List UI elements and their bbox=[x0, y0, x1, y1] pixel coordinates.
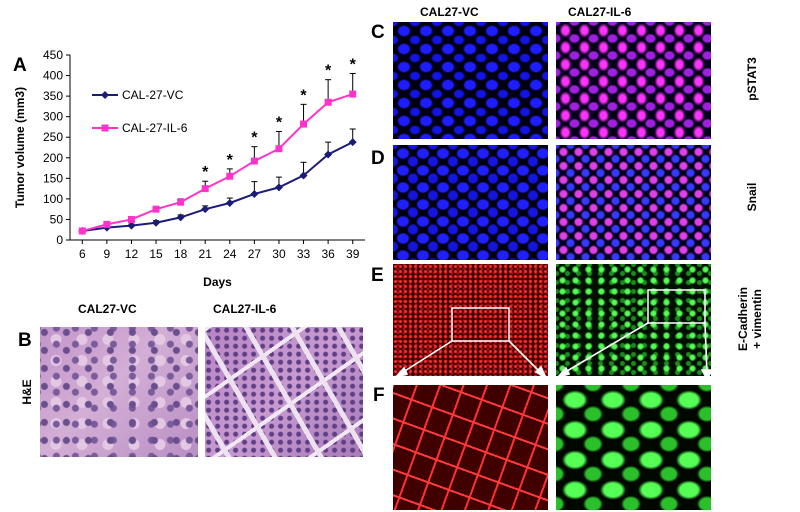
panel-a-letter: A bbox=[13, 55, 27, 76]
data-point bbox=[127, 215, 135, 223]
zoom-arrow-il6-right bbox=[704, 322, 708, 375]
y-tick-label: 300 bbox=[43, 110, 63, 124]
y-tick-label: 400 bbox=[43, 69, 63, 83]
legend-label-il6: CAL-27-IL-6 bbox=[122, 121, 188, 135]
y-axis-label: Tumor volume (mm3) bbox=[13, 87, 27, 208]
legend-label-vc: CAL-27-VC bbox=[122, 88, 184, 102]
y-tick-label: 200 bbox=[43, 151, 63, 165]
x-tick-label: 24 bbox=[223, 247, 237, 261]
vimentin-image-il6 bbox=[556, 264, 711, 376]
data-point bbox=[201, 185, 209, 193]
x-tick-label: 39 bbox=[346, 247, 360, 261]
data-point bbox=[226, 172, 234, 180]
panel-b-letter: B bbox=[18, 330, 32, 351]
data-point bbox=[299, 171, 308, 180]
data-point bbox=[177, 198, 185, 206]
data-point bbox=[152, 218, 161, 227]
cf-left-header: CAL27-VC bbox=[420, 5, 479, 19]
data-point bbox=[78, 227, 86, 235]
snail-image-il6 bbox=[556, 145, 711, 260]
data-point bbox=[324, 150, 333, 159]
he-image-il6 bbox=[205, 327, 363, 457]
panel-d-letter: D bbox=[371, 148, 385, 169]
x-tick-label: 12 bbox=[125, 247, 139, 261]
significance-star: * bbox=[202, 164, 209, 181]
he-image-vc bbox=[40, 327, 198, 457]
panel-f-letter: F bbox=[373, 385, 385, 406]
x-tick-label: 36 bbox=[321, 247, 335, 261]
ecad-zoom-image-vc bbox=[393, 385, 548, 510]
x-axis-label: Days bbox=[203, 275, 232, 289]
significance-star: * bbox=[325, 63, 332, 80]
tumor-volume-chart: 0 50 100 150 200 250 300 350 400 450 6 9 12 15 18 21 24 2… bbox=[13, 48, 365, 289]
b-left-header: CAL27-VC bbox=[78, 302, 137, 316]
zoom-arrowhead-vc-right bbox=[534, 365, 548, 381]
y-tick-label: 450 bbox=[43, 48, 63, 62]
x-tick-label: 6 bbox=[79, 247, 86, 261]
zoom-arrowhead-il6-right bbox=[700, 369, 714, 381]
zoom-arrow-vc-left bbox=[399, 340, 453, 375]
legend-marker-il6 bbox=[101, 124, 109, 132]
y-tick-label: 100 bbox=[43, 192, 63, 206]
y-tick-label: 150 bbox=[43, 171, 63, 185]
b-right-header: CAL27-IL-6 bbox=[213, 302, 277, 316]
data-point bbox=[201, 205, 210, 214]
vimentin-zoom-image-il6 bbox=[556, 385, 711, 510]
data-point bbox=[324, 98, 332, 106]
cf-right-header: CAL27-IL-6 bbox=[568, 5, 632, 19]
x-tick-label: 18 bbox=[174, 247, 188, 261]
snail-image-vc bbox=[393, 145, 548, 260]
y-tick-label: 350 bbox=[43, 89, 63, 103]
data-point bbox=[176, 213, 185, 222]
data-point bbox=[152, 205, 160, 213]
zoom-arrow-vc-right bbox=[508, 340, 543, 375]
significance-star: * bbox=[300, 87, 307, 104]
data-point bbox=[349, 90, 357, 98]
significance-star: * bbox=[350, 57, 357, 74]
series-line bbox=[82, 141, 354, 232]
x-tick-label: 30 bbox=[272, 247, 286, 261]
data-point bbox=[300, 120, 308, 128]
x-tick-label: 27 bbox=[248, 247, 262, 261]
legend-marker-vc bbox=[101, 91, 109, 99]
zoom-arrowhead-vc-left bbox=[393, 366, 409, 379]
data-point bbox=[348, 138, 357, 147]
pstat3-image-il6 bbox=[556, 22, 711, 139]
x-tick-label: 21 bbox=[199, 247, 213, 261]
zoom-arrowhead-il6-left bbox=[555, 366, 571, 379]
data-point bbox=[127, 221, 136, 230]
y-tick-label: 50 bbox=[50, 212, 64, 226]
panel-e-letter: E bbox=[371, 265, 384, 286]
y-tick-label: 0 bbox=[56, 233, 63, 247]
data-point bbox=[103, 220, 111, 228]
series-line bbox=[82, 93, 354, 232]
zoom-box-vc bbox=[451, 307, 510, 342]
zoom-arrow-il6-left bbox=[561, 322, 649, 375]
data-point bbox=[225, 199, 234, 207]
data-point bbox=[274, 183, 283, 192]
data-point bbox=[275, 145, 283, 153]
y-tick-label: 250 bbox=[43, 130, 63, 144]
significance-star: * bbox=[251, 130, 258, 147]
x-tick-label: 15 bbox=[149, 247, 163, 261]
panel-c-letter: C bbox=[371, 22, 385, 43]
x-tick-label: 33 bbox=[297, 247, 311, 261]
significance-star: * bbox=[276, 114, 283, 131]
data-point bbox=[250, 157, 258, 165]
zoom-box-il6 bbox=[647, 289, 706, 324]
x-tick-label: 9 bbox=[104, 247, 111, 261]
pstat3-image-vc bbox=[393, 22, 548, 139]
ecad-image-vc bbox=[393, 264, 548, 376]
data-point bbox=[250, 189, 259, 198]
significance-star: * bbox=[227, 152, 234, 169]
